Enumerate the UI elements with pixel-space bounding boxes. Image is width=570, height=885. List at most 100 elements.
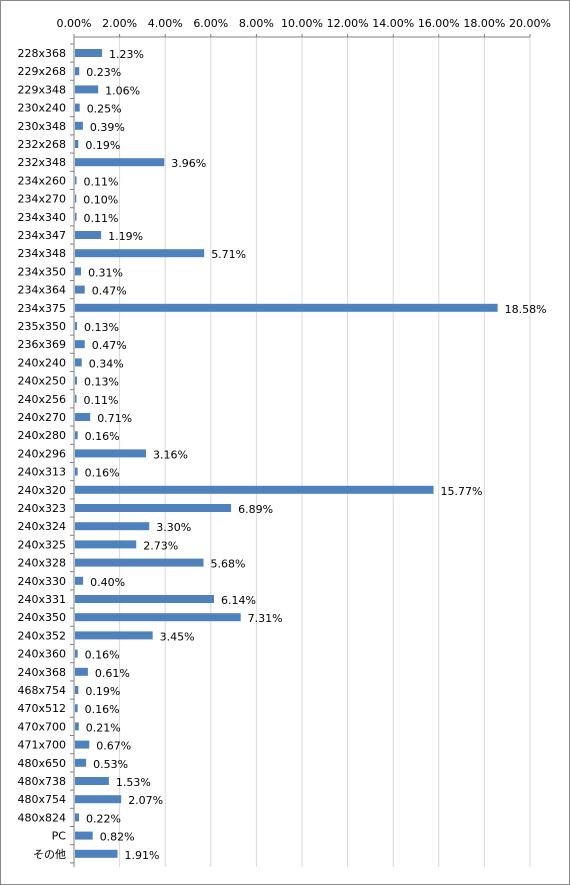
category-label: 468x754 [17, 684, 66, 697]
category-label: 232x348 [17, 156, 66, 169]
bar [75, 540, 137, 549]
bar [75, 613, 241, 622]
category-label: 480x824 [17, 811, 66, 824]
data-label: 3.30% [156, 521, 191, 534]
x-axis-tick-labels: 0.00% 2.00% 4.00% 6.00% 8.00% 10.00% 12.00% 14.… [57, 17, 551, 37]
category-label: 236x369 [17, 338, 66, 351]
bar [75, 758, 87, 767]
category-label: 240x350 [17, 611, 66, 624]
category-label: 240x320 [17, 484, 66, 497]
x-tick-label: 16.00% [418, 17, 460, 30]
x-tick-label: 6.00% [193, 17, 228, 30]
data-label: 3.45% [160, 630, 195, 643]
category-label: 240x328 [17, 557, 66, 570]
data-label: 5.71% [211, 248, 246, 261]
bar [75, 485, 434, 494]
category-label: 480x738 [17, 775, 66, 788]
category-label: 229x348 [17, 83, 66, 96]
data-label: 0.67% [96, 740, 131, 753]
bar [75, 140, 79, 148]
category-label: 240x360 [17, 648, 66, 661]
category-label: 230x240 [17, 102, 66, 115]
bar [75, 522, 150, 531]
category-label: 230x348 [17, 120, 66, 133]
bar [75, 67, 80, 76]
x-tick-label: 10.00% [281, 17, 323, 30]
bar [75, 595, 214, 603]
data-label: 0.34% [89, 357, 124, 370]
data-label: 0.19% [85, 685, 120, 698]
category-label: 240x330 [17, 575, 66, 588]
x-tick-label: 8.00% [239, 17, 274, 30]
bar [75, 795, 122, 804]
category-label: 234x270 [17, 193, 66, 206]
data-label: 3.16% [153, 448, 188, 461]
category-label: 228x368 [17, 47, 66, 60]
bar [75, 85, 99, 94]
data-label: 0.40% [90, 576, 125, 589]
data-label: 6.14% [221, 594, 256, 607]
category-label: 229x268 [17, 65, 66, 78]
bar [75, 340, 85, 349]
data-label: 0.47% [92, 339, 127, 352]
bar [75, 504, 232, 512]
bar [75, 449, 147, 458]
bar [75, 576, 84, 585]
bar [75, 103, 80, 112]
x-tick-label: 4.00% [148, 17, 183, 30]
category-label: 480x754 [17, 793, 66, 806]
bar [75, 631, 153, 640]
bar [75, 777, 109, 785]
bar [75, 558, 204, 567]
data-label: 15.77% [441, 485, 483, 498]
category-label: 240x331 [17, 593, 66, 606]
data-label: 0.22% [86, 812, 121, 825]
category-label: 240x256 [17, 393, 66, 406]
category-label: 240x270 [17, 411, 66, 424]
bar [75, 849, 118, 858]
category-label: 240x250 [17, 375, 66, 388]
category-labels: 228x368 229x268 229x348 230x240 230x348 232x2… [17, 47, 66, 861]
data-label: 0.82% [100, 831, 135, 844]
category-label: 240x280 [17, 429, 66, 442]
data-label: 0.25% [87, 103, 122, 116]
category-label: PC [52, 830, 67, 843]
data-label: 7.31% [248, 612, 283, 625]
bar [75, 813, 80, 822]
data-label: 0.23% [86, 66, 121, 79]
category-label: 240x368 [17, 666, 66, 679]
category-label: 234x364 [17, 284, 66, 297]
category-label: 240x313 [17, 466, 66, 479]
data-label: 0.16% [85, 649, 120, 662]
data-label: 0.19% [85, 139, 120, 152]
category-label: 240x240 [17, 356, 66, 369]
data-label: 5.68% [211, 558, 246, 571]
bar [75, 740, 90, 749]
category-label: 240x325 [17, 538, 66, 551]
bar [75, 158, 165, 167]
bar [75, 267, 82, 276]
data-label: 1.19% [108, 230, 143, 243]
bar [75, 376, 77, 385]
bar [75, 212, 77, 221]
bar [75, 176, 77, 185]
bar [75, 121, 83, 130]
data-label: 0.61% [95, 667, 130, 680]
data-label: 0.11% [84, 175, 119, 188]
data-label: 0.16% [85, 430, 120, 443]
bar [75, 667, 88, 676]
bars [75, 49, 498, 858]
category-label: 240x352 [17, 629, 66, 642]
x-tick-label: 20.00% [509, 17, 551, 30]
data-label: 0.31% [88, 266, 123, 279]
bar [75, 704, 78, 713]
data-label: 1.06% [105, 84, 140, 97]
x-tick-label: 2.00% [102, 17, 137, 30]
data-label: 0.16% [85, 467, 120, 480]
bar [75, 249, 205, 258]
data-label: 0.10% [83, 194, 118, 207]
bar [75, 649, 78, 658]
category-label: 235x350 [17, 320, 66, 333]
bar [75, 394, 77, 403]
